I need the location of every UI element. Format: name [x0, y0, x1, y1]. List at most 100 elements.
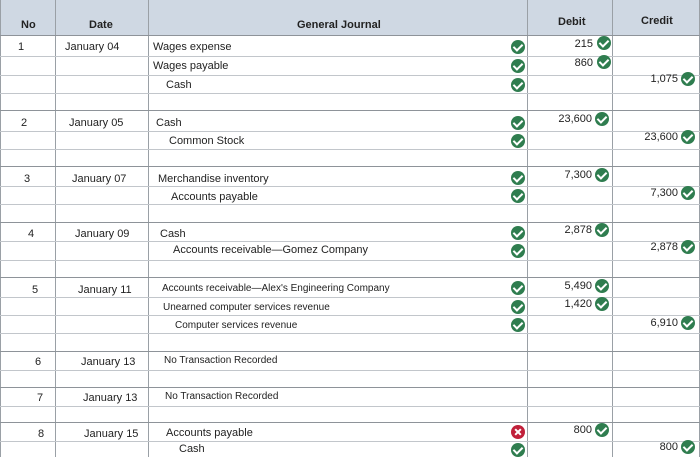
grid-line: [0, 260, 700, 261]
check-circle-icon: [511, 443, 525, 457]
check-circle-icon: [595, 112, 609, 126]
check-circle-icon: [595, 168, 609, 182]
account-field[interactable]: No Transaction Recorded: [164, 355, 278, 366]
check-circle-icon: [595, 297, 609, 311]
account-field[interactable]: Cash: [166, 79, 192, 91]
grid-line: [0, 75, 700, 76]
grid-line: [0, 0, 1, 457]
entry-date: January 13: [81, 356, 136, 368]
grid-line: [0, 186, 700, 187]
credit-field[interactable]: 2,878: [650, 241, 678, 253]
debit-field[interactable]: 5,490: [564, 280, 592, 292]
check-circle-icon: [511, 116, 525, 130]
check-circle-icon: [511, 226, 525, 240]
header-debit: Debit: [558, 16, 586, 28]
check-circle-icon: [511, 281, 525, 295]
grid-line: [0, 406, 700, 407]
grid-line: [0, 422, 700, 423]
credit-field[interactable]: 23,600: [644, 131, 678, 143]
grid-line: [0, 333, 700, 334]
grid-line: [612, 0, 613, 457]
debit-field[interactable]: 1,420: [564, 298, 592, 310]
grid-line: [0, 110, 700, 111]
check-circle-icon: [681, 186, 695, 200]
check-circle-icon: [511, 134, 525, 148]
grid-line: [55, 0, 56, 457]
entry-number: 2: [21, 117, 28, 129]
check-circle-icon: [681, 240, 695, 254]
grid-line: [0, 241, 700, 242]
check-circle-icon: [681, 72, 695, 86]
grid-line: [0, 370, 700, 371]
account-field[interactable]: Wages payable: [153, 60, 229, 72]
check-circle-icon: [681, 130, 695, 144]
entry-number: 4: [28, 228, 35, 240]
grid-line: [0, 131, 700, 132]
check-circle-icon: [595, 423, 609, 437]
check-circle-icon: [511, 318, 525, 332]
account-field[interactable]: Unearned computer services revenue: [163, 302, 330, 313]
account-field[interactable]: Accounts receivable—Alex's Engineering C…: [162, 283, 390, 294]
check-circle-icon: [511, 171, 525, 185]
grid-line: [0, 93, 700, 94]
check-circle-icon: [597, 36, 611, 50]
grid-line: [0, 149, 700, 150]
debit-field[interactable]: 800: [573, 424, 592, 436]
entry-date: January 09: [75, 228, 130, 240]
check-circle-icon: [595, 279, 609, 293]
account-field[interactable]: Wages expense: [153, 41, 232, 53]
entry-number: 7: [37, 392, 44, 404]
debit-field[interactable]: 7,300: [564, 169, 592, 181]
grid-line: [0, 204, 700, 205]
grid-line: [0, 222, 700, 223]
entry-number: 5: [32, 284, 39, 296]
check-circle-icon: [681, 316, 695, 330]
grid-line: [527, 0, 528, 457]
check-circle-icon: [511, 40, 525, 54]
entry-number: 8: [38, 428, 45, 440]
grid-line: [0, 35, 700, 36]
grid-line: [0, 315, 700, 316]
account-field[interactable]: Accounts receivable—Gomez Company: [173, 244, 369, 256]
debit-field[interactable]: 2,878: [564, 224, 592, 236]
account-field[interactable]: Common Stock: [169, 135, 245, 147]
account-field[interactable]: Accounts payable: [171, 191, 258, 203]
entry-date: January 11: [78, 284, 132, 296]
account-field[interactable]: Merchandise inventory: [158, 173, 269, 185]
grid-line: [0, 441, 700, 442]
credit-field[interactable]: 6,910: [650, 317, 678, 329]
check-circle-icon: [511, 78, 525, 92]
header-general-journal: General Journal: [297, 19, 381, 31]
account-field[interactable]: Cash: [160, 228, 186, 240]
entry-date: January 13: [83, 392, 138, 404]
debit-field[interactable]: 860: [574, 57, 593, 69]
check-circle-icon: [511, 300, 525, 314]
credit-field[interactable]: 800: [659, 441, 678, 453]
table-header: [0, 0, 700, 35]
entry-number: 3: [24, 173, 31, 185]
grid-line: [148, 0, 149, 457]
account-field[interactable]: Computer services revenue: [175, 320, 298, 331]
entry-number: 6: [35, 356, 42, 368]
debit-field[interactable]: 215: [574, 38, 593, 50]
entry-date: January 05: [69, 117, 124, 129]
entry-number: 1: [18, 41, 25, 53]
credit-field[interactable]: 7,300: [650, 187, 678, 199]
header-credit: Credit: [641, 15, 673, 27]
check-circle-icon: [681, 440, 695, 454]
grid-line: [0, 277, 700, 278]
check-circle-icon: [595, 223, 609, 237]
x-circle-icon: [511, 425, 525, 439]
account-field[interactable]: No Transaction Recorded: [165, 391, 279, 402]
check-circle-icon: [511, 244, 525, 258]
account-field[interactable]: Cash: [179, 443, 205, 455]
grid-line: [0, 56, 700, 57]
check-circle-icon: [511, 189, 525, 203]
entry-date: January 04: [65, 41, 120, 53]
entry-date: January 15: [84, 428, 139, 440]
account-field[interactable]: Accounts payable: [166, 427, 253, 439]
credit-field[interactable]: 1,075: [650, 73, 678, 85]
check-circle-icon: [597, 55, 611, 69]
account-field[interactable]: Cash: [156, 117, 182, 129]
debit-field[interactable]: 23,600: [558, 113, 592, 125]
